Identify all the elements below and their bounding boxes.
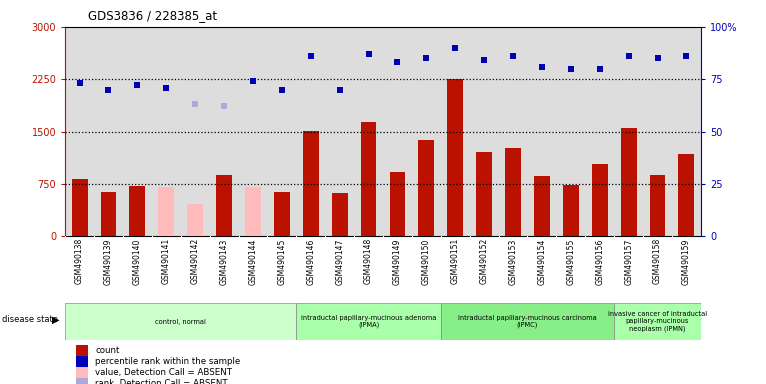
Text: GDS3836 / 228385_at: GDS3836 / 228385_at <box>88 9 218 22</box>
Text: GSM490144: GSM490144 <box>248 238 257 285</box>
Text: GSM490145: GSM490145 <box>277 238 286 285</box>
Bar <box>94 27 123 236</box>
Bar <box>76 367 87 379</box>
Text: GSM490142: GSM490142 <box>191 238 200 285</box>
Bar <box>614 27 643 236</box>
Bar <box>440 303 614 340</box>
Bar <box>528 27 556 236</box>
Text: GSM490138: GSM490138 <box>75 238 84 285</box>
Text: invasive cancer of intraductal
papillary-mucinous
neoplasm (IPMN): invasive cancer of intraductal papillary… <box>608 311 707 332</box>
Bar <box>563 185 579 236</box>
Bar <box>418 140 434 236</box>
Bar <box>152 27 181 236</box>
Text: GSM490159: GSM490159 <box>682 238 691 285</box>
Text: percentile rank within the sample: percentile rank within the sample <box>95 358 241 366</box>
Bar <box>187 204 203 236</box>
Text: GSM490140: GSM490140 <box>133 238 142 285</box>
Bar <box>303 131 319 236</box>
Bar <box>389 172 405 236</box>
Bar <box>672 27 701 236</box>
Bar <box>129 186 146 236</box>
Text: GSM490147: GSM490147 <box>336 238 344 285</box>
Bar <box>614 303 701 340</box>
Text: GSM490158: GSM490158 <box>653 238 662 285</box>
Text: intraductal papillary-mucinous adenoma
(IPMA): intraductal papillary-mucinous adenoma (… <box>301 315 437 328</box>
Bar <box>499 27 528 236</box>
Bar <box>643 27 672 236</box>
Bar <box>556 27 585 236</box>
Text: GSM490141: GSM490141 <box>162 238 171 285</box>
Text: value, Detection Call = ABSENT: value, Detection Call = ABSENT <box>95 368 232 377</box>
Bar <box>592 164 607 236</box>
Text: GSM490157: GSM490157 <box>624 238 633 285</box>
Text: GSM490153: GSM490153 <box>509 238 518 285</box>
Text: count: count <box>95 346 119 356</box>
Bar <box>76 377 87 384</box>
Bar <box>412 27 440 236</box>
Bar <box>65 303 296 340</box>
Text: rank, Detection Call = ABSENT: rank, Detection Call = ABSENT <box>95 379 228 384</box>
Text: GSM490139: GSM490139 <box>104 238 113 285</box>
Bar <box>354 27 383 236</box>
Text: GSM490148: GSM490148 <box>364 238 373 285</box>
Bar <box>332 192 348 236</box>
Text: disease state: disease state <box>2 315 57 324</box>
Bar <box>181 27 210 236</box>
Bar <box>534 176 550 236</box>
Bar <box>71 179 87 236</box>
Bar <box>238 27 267 236</box>
Bar <box>123 27 152 236</box>
Text: GSM490149: GSM490149 <box>393 238 402 285</box>
Text: GSM490156: GSM490156 <box>595 238 604 285</box>
Text: GSM490143: GSM490143 <box>220 238 228 285</box>
Bar <box>216 175 232 236</box>
Bar <box>470 27 499 236</box>
Bar <box>447 79 463 236</box>
Bar <box>65 27 94 236</box>
Bar <box>361 122 377 236</box>
Bar <box>100 192 116 236</box>
Bar <box>650 175 666 236</box>
Bar <box>585 27 614 236</box>
Text: intraductal papillary-mucinous carcinoma
(IPMC): intraductal papillary-mucinous carcinoma… <box>458 315 597 328</box>
Bar <box>274 192 290 236</box>
Bar <box>76 356 87 368</box>
Bar <box>159 187 174 236</box>
Bar <box>210 27 238 236</box>
Text: GSM490151: GSM490151 <box>450 238 460 285</box>
Text: GSM490155: GSM490155 <box>566 238 575 285</box>
Bar <box>476 152 492 236</box>
Text: GSM490152: GSM490152 <box>480 238 489 285</box>
Bar <box>383 27 412 236</box>
Text: GSM490146: GSM490146 <box>306 238 316 285</box>
Text: control, normal: control, normal <box>155 319 206 324</box>
Bar <box>267 27 296 236</box>
Bar <box>245 187 261 236</box>
Bar <box>296 27 326 236</box>
Bar <box>326 27 354 236</box>
Bar <box>76 345 87 357</box>
Bar <box>505 147 521 236</box>
Bar <box>679 154 695 236</box>
Text: GSM490154: GSM490154 <box>538 238 546 285</box>
Text: GSM490150: GSM490150 <box>422 238 430 285</box>
Bar <box>620 128 637 236</box>
Bar <box>296 303 440 340</box>
Bar <box>440 27 470 236</box>
Text: ▶: ▶ <box>52 315 60 325</box>
